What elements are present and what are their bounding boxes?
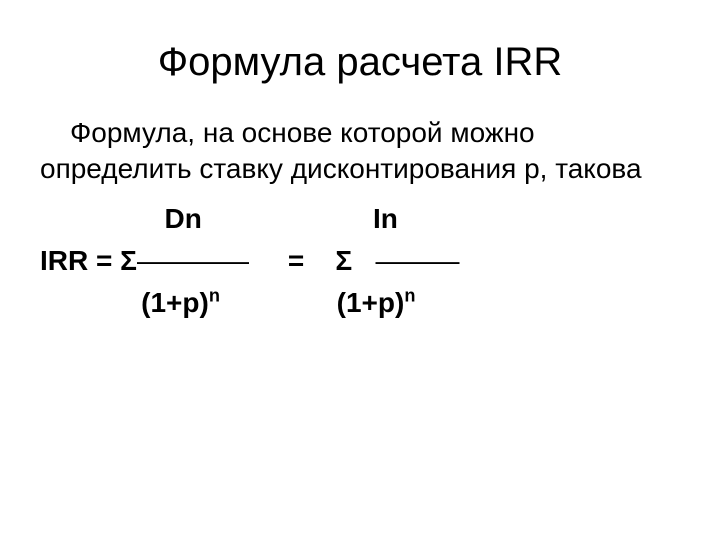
denom-right-base: (1+p) — [337, 287, 405, 318]
sigma-right: Σ — [335, 245, 352, 276]
equals-sign: = — [288, 245, 304, 276]
numerator-right: In — [373, 203, 398, 234]
formula-numerator-row: Dn In — [40, 198, 680, 240]
numerator-left: Dn — [164, 203, 201, 234]
formula-main-row: IRR = Σ———— = Σ ——— — [40, 240, 680, 282]
dash-left: ———— — [137, 245, 249, 276]
formula-denominator-row: (1+p)n (1+p)n — [40, 282, 680, 324]
denom-left-exp: n — [209, 285, 220, 305]
slide-title: Формула расчета IRR — [40, 40, 680, 85]
irr-prefix: IRR = Σ — [40, 245, 137, 276]
denom-right-exp: n — [404, 285, 415, 305]
denom-left-base: (1+p) — [141, 287, 209, 318]
dash-right: ——— — [375, 245, 459, 276]
formula-block: Dn In IRR = Σ———— = Σ ——— (1+p)n (1+p)n — [40, 198, 680, 324]
slide-description: Формула, на основе которой можно определ… — [40, 115, 680, 188]
